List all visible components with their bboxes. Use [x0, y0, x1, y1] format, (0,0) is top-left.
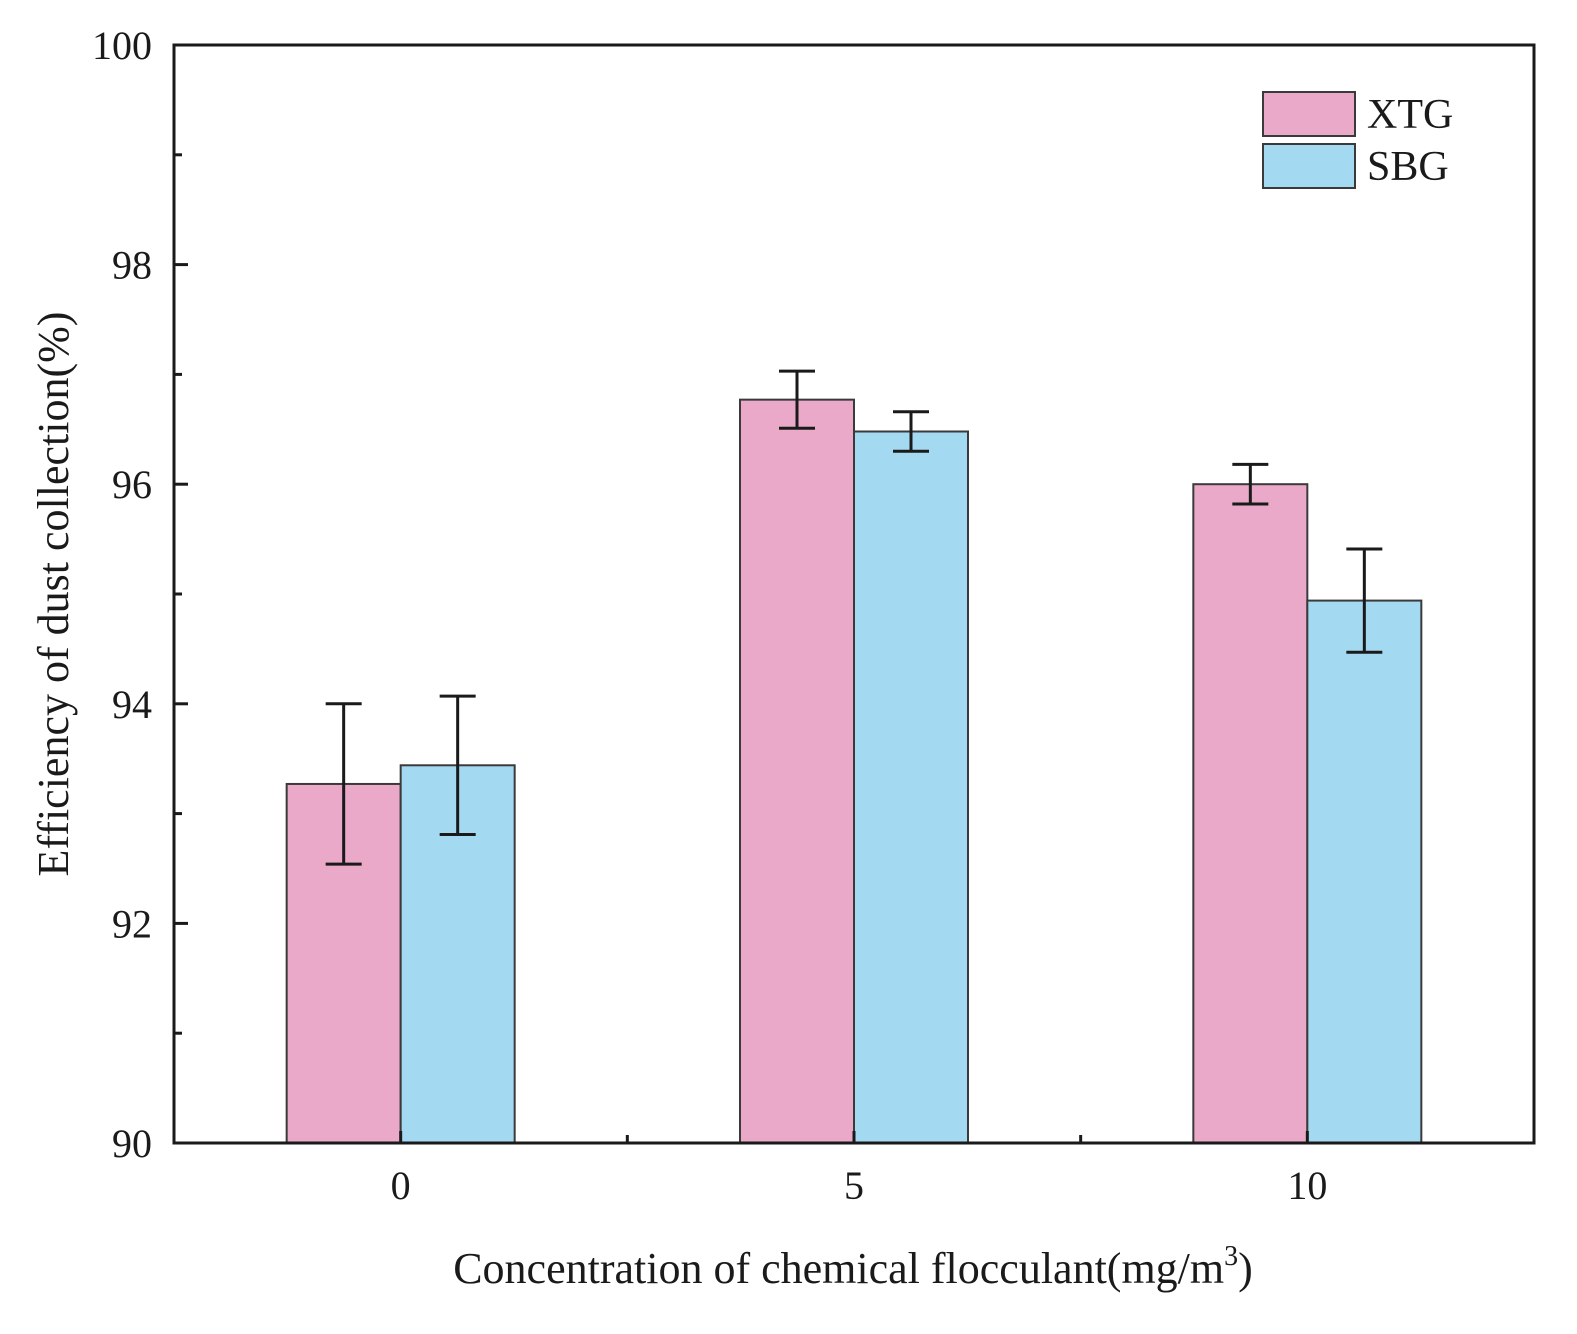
- x-tick-label: 0: [391, 1163, 411, 1208]
- error-bar-xtg-5: [779, 369, 815, 430]
- legend-label-sbg: SBG: [1367, 144, 1449, 190]
- bar-xtg-10: [1192, 483, 1309, 1144]
- bars: [285, 398, 1423, 1145]
- bar-xtg-5: [739, 398, 855, 1144]
- error-bars: [325, 369, 1383, 866]
- error-bar-sbg-10: [1346, 547, 1383, 654]
- legend-swatch-sbg: [1262, 143, 1356, 189]
- y-tick-label: 98: [112, 243, 152, 288]
- error-bar-sbg-0: [439, 694, 476, 836]
- y-tick-label: 92: [112, 901, 152, 946]
- y-tick-label: 90: [112, 1121, 152, 1166]
- legend-label-xtg: XTG: [1367, 92, 1453, 138]
- x-axis-title-superscript: 3: [1224, 1241, 1238, 1272]
- y-tick-label: 96: [112, 462, 152, 507]
- y-tick-label: 94: [112, 682, 152, 727]
- error-bar-xtg-0: [325, 702, 362, 866]
- error-bar-sbg-5: [893, 410, 929, 453]
- y-axis: 90 92 94 96 98 100: [92, 23, 188, 1166]
- x-axis: 0 5 10: [391, 1131, 1327, 1208]
- error-bar-xtg-10: [1232, 462, 1269, 506]
- bar-sbg-5: [853, 430, 969, 1145]
- x-axis-title-end: ): [1238, 1244, 1253, 1293]
- y-tick-label: 100: [92, 23, 152, 68]
- y-axis-title: Efficiency of dust collection(%): [29, 312, 78, 877]
- legend-swatch-xtg: [1262, 91, 1356, 137]
- x-tick-label: 10: [1287, 1163, 1327, 1208]
- bar-sbg-10: [1306, 599, 1423, 1144]
- x-axis-title: Concentration of chemical flocculant(mg/…: [453, 1241, 1253, 1293]
- x-tick-label: 5: [844, 1163, 864, 1208]
- x-axis-title-main: Concentration of chemical flocculant(mg/…: [453, 1244, 1224, 1293]
- legend: XTG SBG: [1262, 91, 1453, 190]
